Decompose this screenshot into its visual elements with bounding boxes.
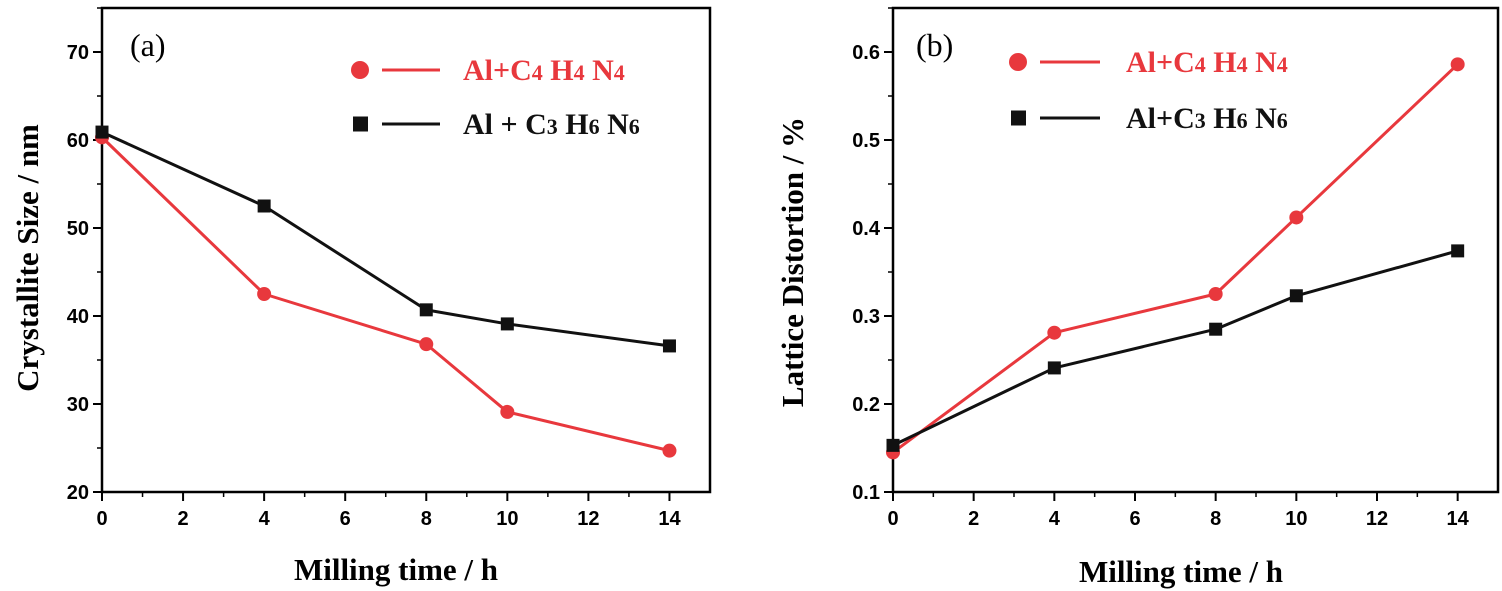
data-point [257,287,272,301]
legend-marker [1011,110,1026,126]
data-point [419,303,433,317]
legend-label-part: 3 [1195,108,1206,133]
data-point [662,339,676,353]
legend-label-part: Al+C [1126,46,1195,79]
y-tick-label: 40 [67,306,89,328]
x-tick-label: 6 [1129,508,1140,530]
legend-label-part: H [1206,102,1237,135]
y-tick-label: 0.5 [852,130,880,152]
y-axis-title: Crystallite Size / nm [10,124,45,392]
y-tick-label: 70 [67,42,89,64]
legend-label: Al+C4 H4 N4 [463,54,625,87]
legend-label: Al+C4 H4 N4 [1126,46,1288,79]
legend-label-part: Al+C [1126,102,1195,135]
legend-label-part: N [585,54,615,87]
legend-label-part: 4 [1195,52,1206,77]
x-tick-label: 14 [658,508,681,530]
y-axis-title: Lattice Distortion / % [775,117,810,407]
legend-label-part: 6 [1237,108,1248,133]
legend-label-part: 3 [547,114,558,139]
data-point [419,337,434,352]
legend-label-part: H [558,108,589,141]
x-tick-label: 14 [1447,508,1470,530]
x-axis-title: Milling time / h [294,552,498,587]
panel-b-lattice-distortion-chart: 0 2 4 6 8 10 12 14 0.1 0.2 0.3 0.4 0.5 0.6 Milling tim… [775,6,1500,589]
x-tick-label: 10 [496,508,518,530]
x-axis-title: Milling time / h [1079,554,1283,589]
x-tick-label: 12 [577,508,599,530]
plot-frame [891,6,1500,494]
legend-label-part: 4 [574,60,585,85]
data-point [1047,361,1061,375]
legend-label-part: N [600,108,630,141]
legend-label-part: N [1248,46,1278,79]
x-tick-label: 4 [259,508,271,530]
x-tick-label: 8 [421,508,432,530]
y-tick-label: 0.2 [852,394,880,416]
legend-marker [1009,53,1027,71]
legend-label-part: 6 [589,114,600,139]
x-tick-label: 4 [1049,508,1061,530]
data-point [1450,57,1465,72]
legend-label-part: H [543,54,574,87]
data-point [1451,244,1465,258]
data-point [662,443,677,458]
y-tick-label: 50 [67,218,89,240]
plot-frame [100,6,712,494]
legend-label-part: N [1248,102,1278,135]
y-tick-label: 20 [67,482,89,504]
x-tick-label: 8 [1210,508,1221,530]
panel-label: (a) [130,27,166,63]
y-tick-label: 60 [67,130,89,152]
data-point [886,438,900,452]
panel-a-crystallite-size-chart: 0 2 4 6 8 10 12 14 20 30 40 50 60 70 Milling time / h C… [10,6,712,587]
legend-marker [351,61,369,79]
x-tick-label: 10 [1285,508,1307,530]
data-point [1047,325,1062,340]
panel-label: (b) [916,27,953,63]
data-point [500,317,514,331]
data-point [95,125,109,139]
y-tick-label: 30 [67,394,89,416]
legend-label-part: Al + C [463,108,547,141]
legend-label-part: 4 [1237,52,1248,77]
series-line [101,130,670,348]
legend-label-part: Al+C [463,54,532,87]
data-point [1289,289,1303,303]
legend-label-part: 6 [629,114,640,139]
legend-label-part: 4 [1277,52,1288,77]
legend-label-part: 4 [532,60,543,85]
data-point [257,199,271,213]
series-line [100,136,670,453]
legend-label-part: 4 [614,60,625,85]
y-tick-label: 0.1 [852,482,880,504]
legend-label-part: H [1206,46,1237,79]
series-line [892,249,1459,447]
data-point [1289,210,1304,225]
legend-label: Al+C3 H6 N6 [1126,102,1288,135]
y-tick-label: 0.4 [852,218,881,240]
y-tick-label: 0.6 [852,42,880,64]
y-tick-label: 0.3 [852,306,880,328]
data-point [500,404,515,419]
data-point [1208,287,1223,301]
x-tick-label: 2 [178,508,189,530]
legend-label: Al + C3 H6 N6 [463,108,640,141]
legend-marker [353,116,368,132]
x-tick-label: 12 [1366,508,1388,530]
x-tick-label: 2 [968,508,979,530]
legend-label-part: 6 [1277,108,1288,133]
x-tick-label: 0 [96,508,107,530]
x-tick-label: 6 [340,508,351,530]
x-tick-label: 0 [887,508,898,530]
data-point [1209,322,1223,336]
